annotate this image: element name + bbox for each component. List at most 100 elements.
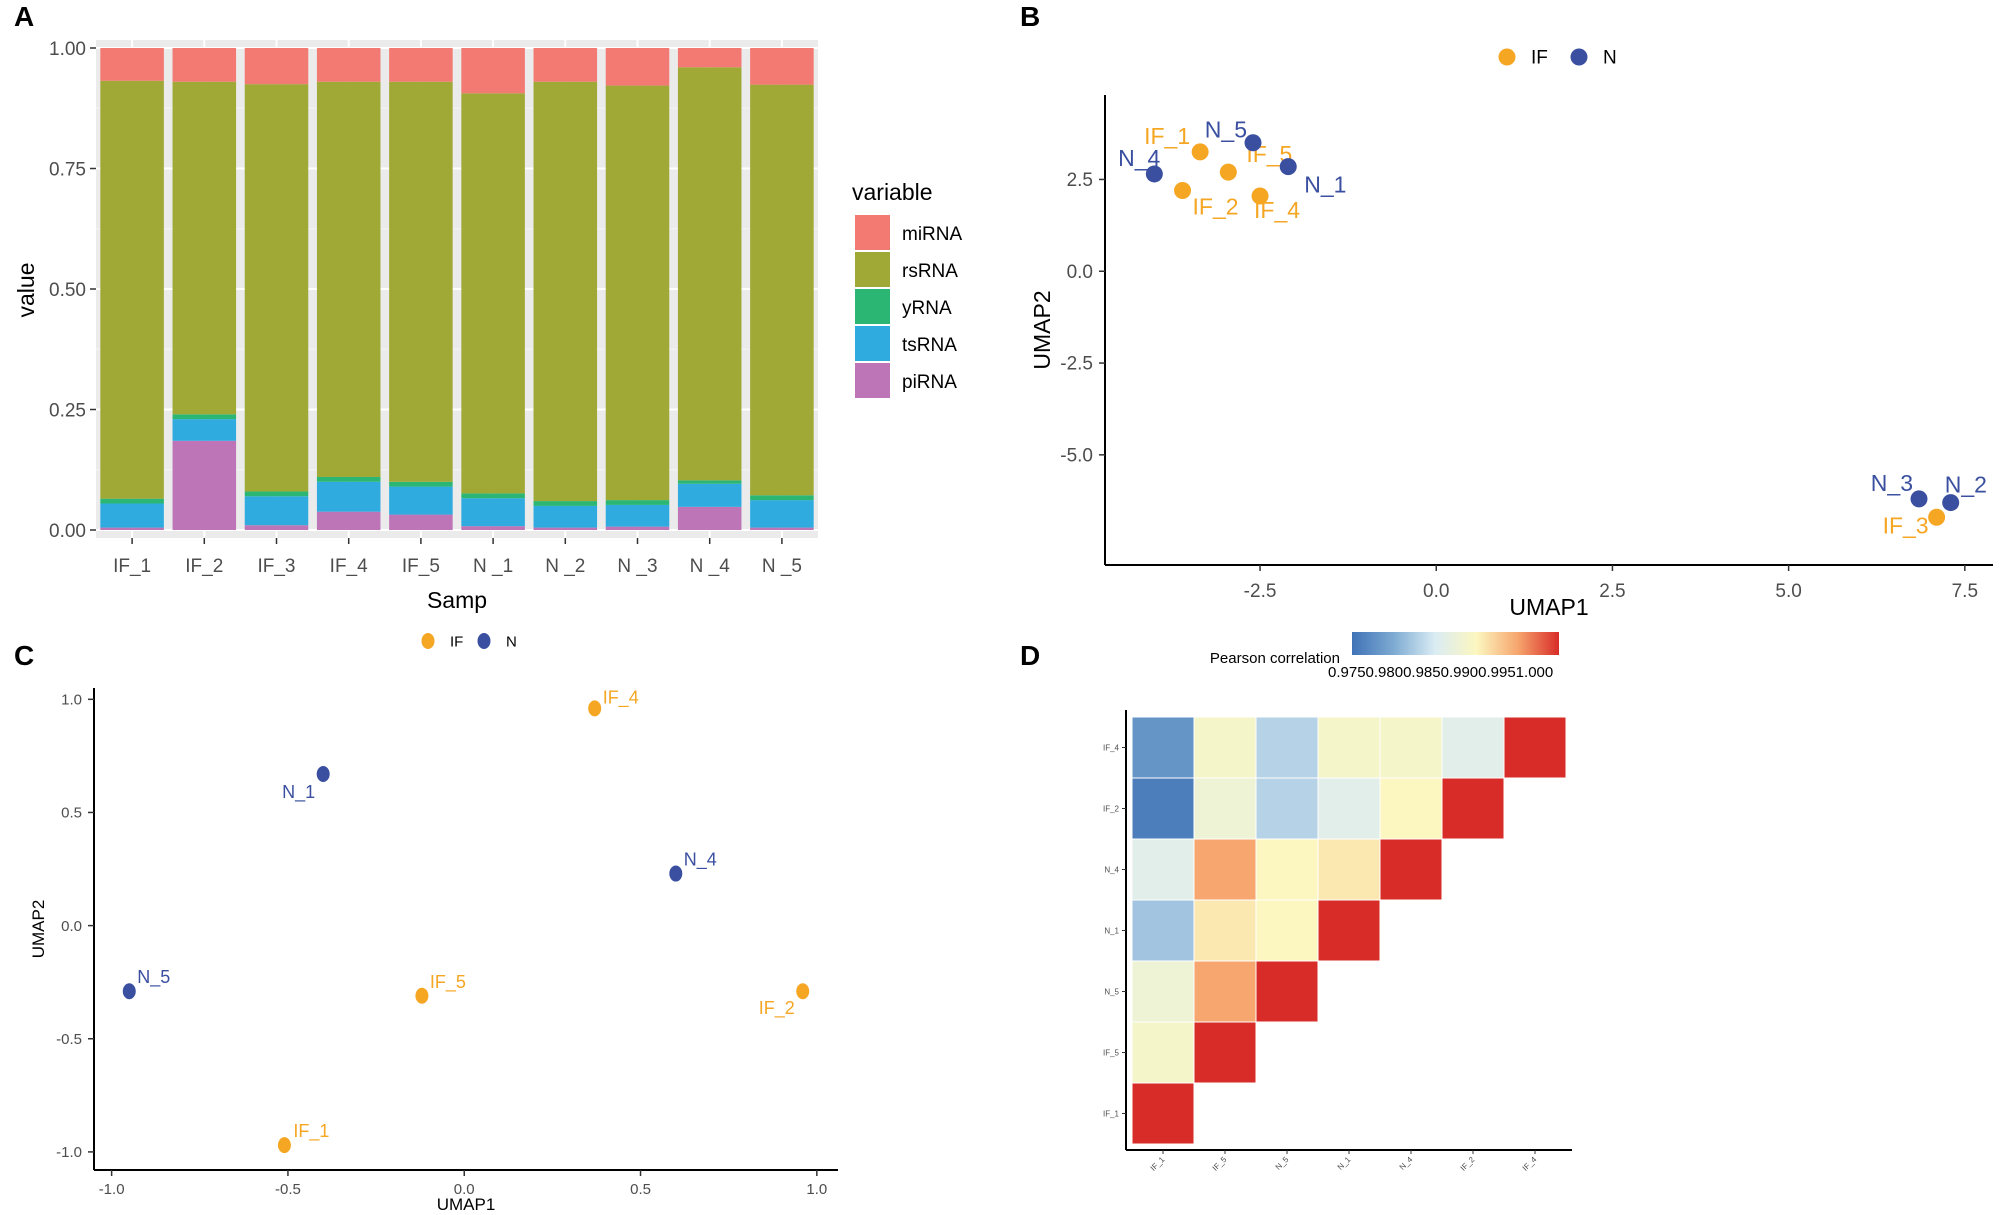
bar-piRNA-N_4 (677, 506, 742, 530)
bar-tsRNA-IF_4 (316, 481, 381, 512)
bar-yRNA-N_3 (605, 500, 670, 505)
bar-tsRNA-IF_5 (389, 486, 453, 515)
heat-cell-N_5-IF_5 (1193, 960, 1257, 1023)
panel-b-ytick-label: 2.5 (1067, 170, 1093, 191)
panel-b-xtick-label: 5.0 (1775, 581, 1801, 602)
bar-yRNA-IF_3 (244, 491, 309, 497)
legend-swatch-piRNA (855, 363, 890, 398)
bar-yRNA-N_2 (533, 501, 598, 506)
point-IF_4 (588, 700, 602, 717)
panel-b-xtick-label: 7.5 (1952, 581, 1978, 602)
bar-miRNA-N_2 (533, 48, 598, 82)
panel-a-ytick-label: 0.50 (49, 280, 86, 301)
point-IF_3 (1928, 508, 1946, 526)
bar-tsRNA-IF_1 (100, 503, 164, 528)
panel-c-ylabel: UMAP2 (29, 900, 48, 959)
panel-d-xtick-label: IF_1 (1149, 1155, 1167, 1173)
heat-cell-N_4-IF_1 (1131, 838, 1195, 901)
panel-b-legend-key-N (1570, 48, 1588, 66)
panel-a-xtick-label: N _3 (617, 556, 657, 577)
panel-c-xtick-label: 1.0 (806, 1181, 827, 1198)
panel-c-ytick-label: 1.0 (61, 692, 82, 709)
panel-b-xtick-label: -2.5 (1244, 581, 1277, 602)
panel-b-legend-key-IF (1498, 48, 1516, 66)
bar-rsRNA-N_1 (461, 93, 525, 494)
heat-cell-IF_4-IF_4 (1503, 716, 1567, 779)
heat-cell-IF_2-N_4 (1379, 777, 1443, 840)
heat-cell-IF_2-IF_5 (1193, 777, 1257, 840)
heat-cell-N_1-N_1 (1317, 899, 1381, 962)
panel-a-ytick-label: 1.00 (49, 39, 86, 60)
bar-rsRNA-IF_5 (389, 81, 453, 482)
bar-rsRNA-N_4 (677, 67, 742, 481)
bar-tsRNA-IF_2 (172, 419, 237, 441)
legend-label-tsRNA: tsRNA (902, 335, 957, 356)
panel-label-b: B (1020, 1, 1040, 32)
point-label-IF_4: IF_4 (1254, 197, 1300, 223)
point-label-N_1: N_1 (282, 782, 315, 803)
panel-d-xtick-label: N_4 (1398, 1155, 1415, 1172)
panel-c-legend-label-IF: IF (450, 633, 463, 650)
heat-cell-IF_2-IF_2 (1441, 777, 1505, 840)
panel-b-legend-label-N: N (1603, 48, 1617, 69)
legend-label-yRNA: yRNA (902, 298, 952, 319)
panel-d-xtick-label: N_5 (1274, 1155, 1291, 1172)
panel-c-xtick-label: -1.0 (99, 1181, 125, 1198)
point-N_1 (316, 765, 330, 782)
heat-cell-IF_5-IF_1 (1131, 1021, 1195, 1084)
point-N_2 (1942, 494, 1960, 512)
bar-rsRNA-IF_1 (100, 80, 164, 499)
panel-c-ytick-label: 0.0 (61, 918, 82, 935)
bar-miRNA-IF_4 (316, 48, 381, 82)
point-IF_1 (1191, 143, 1209, 161)
point-label-IF_2: IF_2 (1193, 193, 1239, 219)
bar-piRNA-IF_5 (389, 514, 453, 530)
panel-d-xtick-label: IF_2 (1459, 1155, 1477, 1173)
bar-piRNA-N_5 (750, 527, 814, 530)
bar-miRNA-IF_1 (100, 48, 164, 81)
panel-d-xtick-label: IF_5 (1211, 1155, 1229, 1173)
legend-swatch-miRNA (855, 215, 890, 250)
panel-d-xtick-label: IF_4 (1521, 1155, 1539, 1173)
panel-a-ytick-label: 0.75 (49, 160, 86, 181)
point-label-IF_1: IF_1 (293, 1121, 329, 1142)
point-N_1 (1279, 158, 1297, 176)
colorbar-tick-labels: 0.9750.9800.9850.9900.9951.000 (1328, 664, 1553, 681)
point-label-N_1: N_1 (1304, 172, 1346, 198)
panel-c-ytick-label: -1.0 (56, 1144, 82, 1161)
panel-b-legend-label-IF: IF (1531, 48, 1548, 69)
bar-yRNA-IF_1 (100, 498, 164, 504)
heat-cell-IF_4-N_1 (1317, 716, 1381, 779)
bar-yRNA-IF_4 (316, 476, 381, 482)
panel-a-xtick-label: N _2 (545, 556, 585, 577)
point-IF_5 (1219, 163, 1237, 181)
bar-piRNA-IF_3 (244, 525, 309, 530)
bar-rsRNA-N_2 (533, 81, 598, 502)
bar-yRNA-N_5 (750, 495, 814, 501)
bar-piRNA-N_3 (605, 526, 670, 530)
heat-cell-IF_4-IF_5 (1193, 716, 1257, 779)
panel-d-ytick-label: N_4 (1104, 866, 1119, 875)
point-label-IF_3: IF_3 (1883, 512, 1929, 538)
panel-d-ytick-label: IF_1 (1103, 1110, 1120, 1119)
panel-c-legend-key-IF (421, 633, 435, 649)
point-IF_2 (796, 983, 810, 1000)
panel-d-ytick-label: N_5 (1104, 988, 1119, 997)
panel-a-ylabel: value (13, 263, 39, 318)
point-label-N_5: N_5 (137, 967, 170, 988)
panel-c-ytick-label: -0.5 (56, 1031, 82, 1048)
point-N_4 (1145, 165, 1163, 183)
panel-c-xtick-label: 0.5 (630, 1181, 651, 1198)
point-label-N_3: N_3 (1871, 470, 1913, 496)
panel-a-xtick-label: IF_3 (257, 556, 295, 577)
point-label-N_2: N_2 (1945, 472, 1987, 498)
bar-rsRNA-N_5 (750, 84, 814, 496)
heat-cell-N_5-N_5 (1255, 960, 1319, 1023)
heat-cell-N_1-N_5 (1255, 899, 1319, 962)
heat-cell-N_5-IF_1 (1131, 960, 1195, 1023)
bar-piRNA-N_1 (461, 526, 525, 530)
panel-d-ytick-label: IF_5 (1103, 1049, 1120, 1058)
heat-cell-IF_4-IF_2 (1441, 716, 1505, 779)
heat-cell-N_4-N_4 (1379, 838, 1443, 901)
